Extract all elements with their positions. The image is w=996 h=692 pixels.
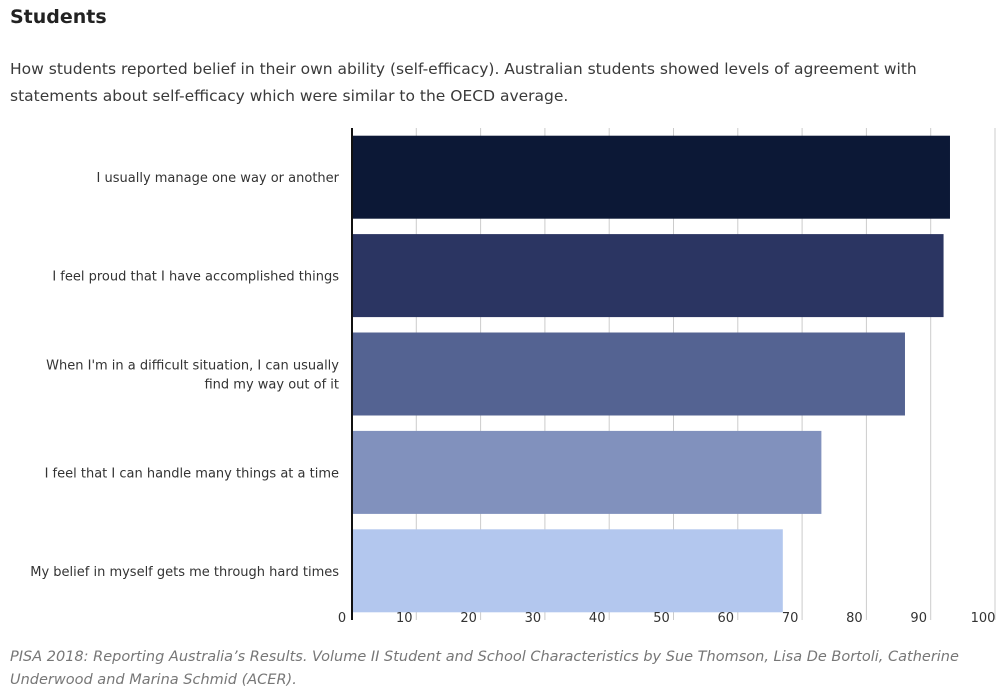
bar <box>352 135 950 219</box>
category-label: I usually manage one way or another <box>97 171 340 186</box>
bar <box>352 529 783 613</box>
chart-subtitle: How students reported belief in their ow… <box>10 60 917 105</box>
x-tick-label: 0 <box>338 611 346 626</box>
category-label: When I'm in a difficult situation, I can… <box>46 359 339 374</box>
category-label: find my way out of it <box>204 378 339 393</box>
category-labels: I usually manage one way or another I fee… <box>30 171 339 580</box>
category-label: My belief in myself gets me through hard… <box>30 565 339 580</box>
x-tick-label: 50 <box>653 611 670 626</box>
bar <box>352 332 905 416</box>
chart-title: Students <box>10 6 107 28</box>
x-tick-label: 70 <box>782 611 799 626</box>
x-tick-label: 60 <box>718 611 735 626</box>
x-tick-label: 100 <box>971 611 996 626</box>
category-label: I feel proud that I have accomplished th… <box>52 270 339 285</box>
x-tick-label: 90 <box>910 611 927 626</box>
bar <box>352 430 822 514</box>
bar <box>352 234 944 318</box>
bar-series <box>352 135 950 613</box>
category-label: I feel that I can handle many things at … <box>45 466 339 481</box>
x-tick-label: 80 <box>846 611 863 626</box>
x-tick-label: 40 <box>589 611 606 626</box>
x-tick-label: 10 <box>396 611 413 626</box>
x-axis-tick-labels: 0 10 20 30 40 50 60 70 80 90 100 <box>338 611 996 626</box>
source-citation: PISA 2018: Reporting Australia’s Results… <box>10 649 959 688</box>
x-tick-label: 20 <box>460 611 477 626</box>
bar-chart: I usually manage one way or another I fee… <box>30 128 996 626</box>
x-tick-label: 30 <box>525 611 542 626</box>
